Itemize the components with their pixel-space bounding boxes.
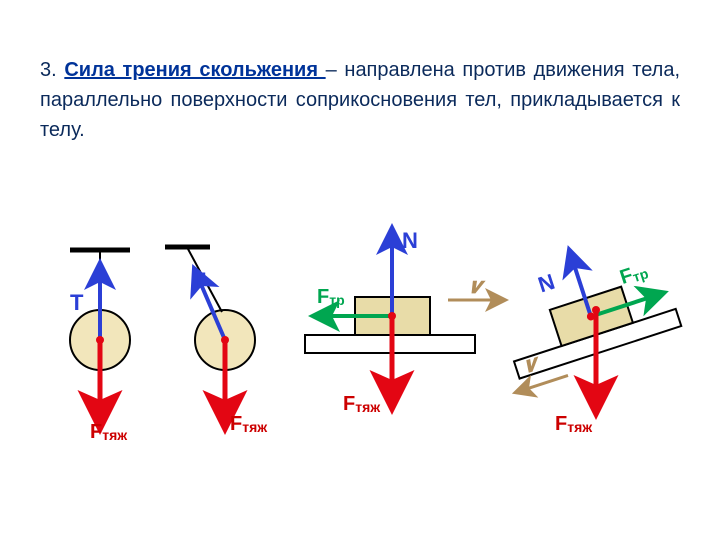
ball-vertical: T Fтяж	[70, 250, 130, 443]
svg-text:N: N	[535, 269, 558, 298]
svg-text:Fтяж: Fтяж	[343, 393, 381, 415]
svg-text:N: N	[402, 228, 418, 253]
physics-diagram: TFтяжTFтяжNFтрFтяж𝒗NFтр𝒗Fтяж	[0, 0, 720, 540]
svg-text:𝒗: 𝒗	[470, 273, 486, 298]
svg-text:Fтр: Fтр	[617, 259, 650, 288]
svg-text:Fтр: Fтр	[317, 286, 345, 308]
ball-angled: T Fтяж	[165, 247, 268, 435]
svg-text:Fтяж: Fтяж	[90, 421, 128, 443]
svg-text:Fтяж: Fтяж	[230, 413, 268, 435]
svg-text:T: T	[192, 268, 206, 293]
svg-text:T: T	[70, 290, 84, 315]
block-incline: NFтр𝒗	[486, 231, 685, 391]
svg-text:Fтяж: Fтяж	[555, 413, 593, 435]
block-flat: N Fтр Fтяж 𝒗	[305, 228, 500, 415]
